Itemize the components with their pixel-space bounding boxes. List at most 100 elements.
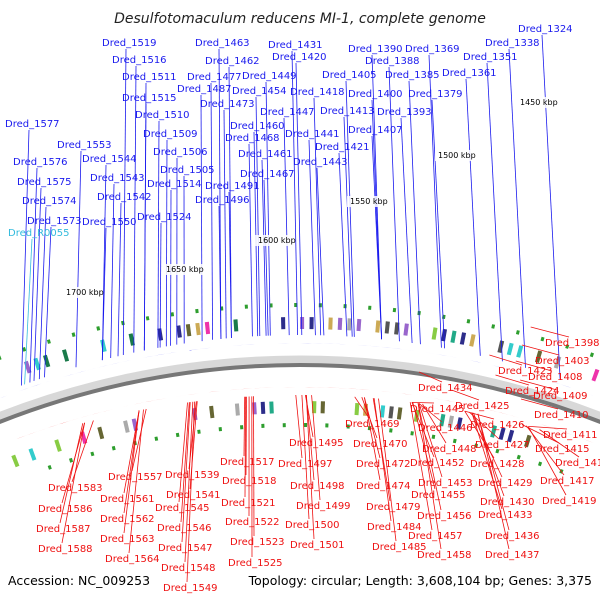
gene-label[interactable]: Dred_1449 [242,71,297,82]
gene-label[interactable]: Dred_1453 [418,478,473,489]
gene-label[interactable]: Dred_1545 [155,503,210,514]
gene-label[interactable]: Dred_1423 [498,366,553,377]
gene-label[interactable]: Dred_1557 [108,472,163,483]
gene-label[interactable]: Dred_1509 [143,129,198,140]
gene-label[interactable]: Dred_1497 [278,459,333,470]
gene-label[interactable]: Dred_1498 [290,481,345,492]
gene-label[interactable]: Dred_1518 [222,476,277,487]
gene-label[interactable]: Dred_1460 [230,121,285,132]
gene-label[interactable]: Dred_1487 [177,84,232,95]
gene-label[interactable]: Dred_1446 [418,423,473,434]
gene-label[interactable]: Dred_1420 [272,52,327,63]
gene-label[interactable]: Dred_1576 [13,157,68,168]
gene-label[interactable]: Dred_1443 [293,157,348,168]
gene-label[interactable]: Dred_1400 [348,89,403,100]
gene-label[interactable]: Dred_1411 [543,430,598,441]
gene-label[interactable]: Dred_1588 [38,544,93,555]
gene-label[interactable]: Dred_1496 [195,195,250,206]
gene-label[interactable]: Dred_1547 [158,543,213,554]
gene-label[interactable]: Dred_1525 [228,558,283,569]
gene-label[interactable]: Dred_1543 [90,173,145,184]
gene-label[interactable]: Dred_1388 [365,56,420,67]
gene-label[interactable]: Dred_1462 [205,56,260,67]
gene-label[interactable]: Dred_1455 [411,490,466,501]
gene-label[interactable]: Dred_1495 [289,438,344,449]
gene-label[interactable]: Dred_1433 [478,510,533,521]
gene-label[interactable]: Dred_1463 [195,38,250,49]
gene-label[interactable]: Dred_1524 [137,212,192,223]
gene-label[interactable]: Dred_1499 [296,501,351,512]
gene-label[interactable]: Dred_1575 [17,177,72,188]
gene-label[interactable]: Dred_1452 [410,458,465,469]
gene-label[interactable]: Dred_1426 [470,420,525,431]
gene-label[interactable]: Dred_1409 [533,391,588,402]
gene-label[interactable]: Dred_1542 [97,192,152,203]
gene-label[interactable]: Dred_1427 [475,440,530,451]
gene-label[interactable]: Dred_1587 [36,524,91,535]
gene-label[interactable]: Dred_1564 [105,554,160,565]
gene-label[interactable]: Dred_1491 [205,181,260,192]
gene-label[interactable]: Dred_1519 [102,38,157,49]
gene-label[interactable]: Dred_1454 [232,86,287,97]
gene-label[interactable]: Dred_1369 [405,44,460,55]
gene-label[interactable]: Dred_1514 [147,179,202,190]
gene-label[interactable]: Dred_1415 [535,444,590,455]
gene-label[interactable]: Dred_1541 [166,490,221,501]
gene-label[interactable]: Dred_1418 [290,87,345,98]
gene-label[interactable]: Dred_1550 [82,217,137,228]
gene-label[interactable]: Dred_1361 [442,68,497,79]
gene-label[interactable]: Dred_1563 [100,534,155,545]
gene-label[interactable]: Dred_1468 [225,133,280,144]
gene-label[interactable]: Dred_1338 [485,38,540,49]
gene-label[interactable]: Dred_1510 [135,110,190,121]
gene-label[interactable]: Dred_1577 [5,119,60,130]
gene-label[interactable]: Dred_1324 [518,24,573,35]
gene-label[interactable]: Dred_1470 [353,439,408,450]
gene-label[interactable]: Dred_1506 [153,147,208,158]
gene-label[interactable]: Dred_1407 [348,125,403,136]
gene-label[interactable]: Dred_1553 [57,140,112,151]
gene-label[interactable]: Dred_1522 [225,517,280,528]
gene-label[interactable]: Dred_1472 [356,459,411,470]
gene-label[interactable]: Dred_1517 [220,457,275,468]
gene-label[interactable]: Dred_1457 [408,531,463,542]
gene-label[interactable]: Dred_1523 [230,537,285,548]
gene-label[interactable]: Dred_1445 [410,404,465,415]
gene-label[interactable]: Dred_1416 [555,458,600,469]
gene-label[interactable]: Dred_1561 [100,494,155,505]
gene-label[interactable]: Dred_1424 [505,386,560,397]
gene-label[interactable]: Dred_1485 [372,542,427,553]
gene-label[interactable]: Dred_1379 [408,89,463,100]
gene-label[interactable]: Dred_1544 [82,154,137,165]
gene-label[interactable]: Dred_1398 [545,338,600,349]
gene-label[interactable]: Dred_1447 [260,107,315,118]
gene-label[interactable]: Dred_1456 [417,511,472,522]
gene-label[interactable]: Dred_1419 [542,496,597,507]
gene-label[interactable]: Dred_1436 [485,531,540,542]
rna-label[interactable]: Dred_R0055 [8,228,70,239]
gene-label[interactable]: Dred_1410 [534,410,589,421]
gene-label[interactable]: Dred_1484 [367,522,422,533]
gene-label[interactable]: Dred_1434 [418,383,473,394]
gene-label[interactable]: Dred_1574 [22,196,77,207]
gene-label[interactable]: Dred_1421 [315,142,370,153]
gene-label[interactable]: Dred_1539 [165,470,220,481]
gene-label[interactable]: Dred_1501 [290,540,345,551]
gene-label[interactable]: Dred_1500 [285,520,340,531]
gene-label[interactable]: Dred_1393 [377,107,432,118]
gene-label[interactable]: Dred_1546 [157,523,212,534]
gene-label[interactable]: Dred_1548 [161,563,216,574]
gene-label[interactable]: Dred_1390 [348,44,403,55]
gene-label[interactable]: Dred_1437 [485,550,540,561]
gene-label[interactable]: Dred_1479 [366,502,421,513]
gene-label[interactable]: Dred_1474 [356,481,411,492]
gene-label[interactable]: Dred_1505 [160,165,215,176]
gene-label[interactable]: Dred_1515 [122,93,177,104]
gene-label[interactable]: Dred_1467 [240,169,295,180]
gene-label[interactable]: Dred_1351 [463,52,518,63]
gene-label[interactable]: Dred_1477 [187,72,242,83]
gene-label[interactable]: Dred_1431 [268,40,323,51]
gene-label[interactable]: Dred_1430 [480,497,535,508]
gene-label[interactable]: Dred_1425 [455,401,510,412]
gene-label[interactable]: Dred_1385 [385,70,440,81]
